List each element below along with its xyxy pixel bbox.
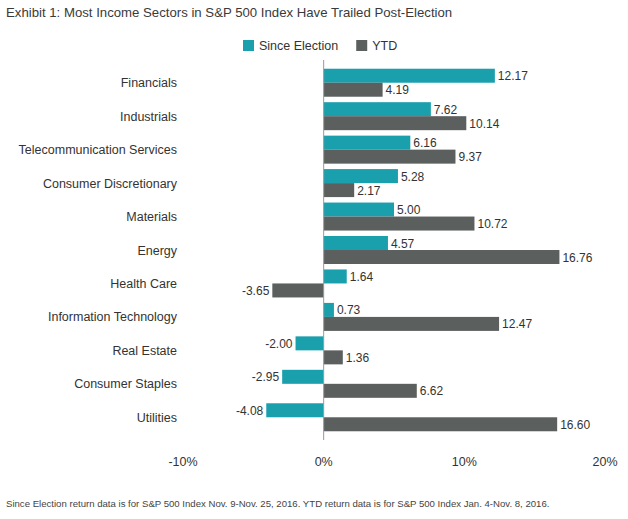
category-label: Financials — [121, 76, 177, 90]
category-label: Consumer Discretionary — [43, 177, 178, 191]
data-label: 9.37 — [458, 150, 482, 164]
data-label: -4.08 — [236, 404, 264, 418]
bar — [324, 317, 499, 331]
legend-swatch — [243, 40, 254, 51]
data-label: 5.28 — [401, 170, 425, 184]
bar — [324, 350, 343, 364]
x-ticks: -10% 0% 10% 20% — [168, 455, 617, 469]
category-label: Real Estate — [112, 344, 177, 358]
x-tick-label: 0% — [315, 455, 333, 469]
category-label: Energy — [137, 244, 177, 258]
legend-label: Since Election — [259, 39, 338, 53]
data-label: 4.57 — [391, 237, 415, 251]
title: Exhibit 1: Most Income Sectors in S&P 50… — [6, 5, 452, 20]
data-label: 1.36 — [346, 351, 370, 365]
bar — [296, 336, 324, 350]
data-label: 2.17 — [357, 184, 381, 198]
data-label: 12.17 — [498, 69, 528, 83]
category-label: Information Technology — [48, 310, 178, 324]
bar — [324, 217, 475, 231]
bar — [324, 150, 456, 164]
legend-item: Since Election — [243, 39, 338, 53]
category-label: Consumer Staples — [74, 377, 177, 391]
data-label: 10.14 — [469, 117, 499, 131]
bar — [324, 136, 411, 150]
category-label: Industrials — [120, 110, 177, 124]
x-tick-label: 20% — [592, 455, 617, 469]
data-label: 5.00 — [397, 203, 421, 217]
bars — [266, 69, 559, 432]
bar — [324, 384, 417, 398]
data-label: 16.60 — [560, 418, 590, 432]
data-label: 4.19 — [386, 83, 410, 97]
bar — [324, 183, 355, 197]
bar — [324, 116, 467, 130]
data-label: 16.76 — [562, 251, 592, 265]
bar — [324, 169, 398, 183]
data-label: -2.00 — [265, 337, 293, 351]
category-label: Utilities — [137, 411, 177, 425]
bar — [266, 403, 323, 417]
data-label: 12.47 — [502, 317, 532, 331]
bar — [324, 83, 383, 97]
legend-label: YTD — [372, 39, 397, 53]
footnote: Since Election return data is for S&P 50… — [6, 498, 549, 509]
bar — [324, 417, 558, 431]
data-label: 1.64 — [350, 270, 374, 284]
chart-container: Exhibit 1: Most Income Sectors in S&P 50… — [0, 0, 628, 519]
data-label: 6.62 — [420, 384, 444, 398]
data-labels: 12.17 4.19 7.62 10.14 6.16 9.37 5.28 2.17 5.00 10… — [236, 69, 593, 432]
data-label: 6.16 — [413, 136, 437, 150]
bar — [324, 269, 347, 283]
chart-svg: Exhibit 1: Most Income Sectors in S&P 50… — [0, 0, 628, 519]
x-tick-label: 10% — [452, 455, 477, 469]
bar — [324, 203, 394, 217]
bar — [324, 250, 560, 264]
category-label: Materials — [126, 210, 177, 224]
zero-line — [323, 60, 324, 440]
data-label: 10.72 — [477, 217, 507, 231]
category-label: Telecommunication Services — [19, 143, 177, 157]
category-label: Health Care — [110, 277, 177, 291]
legend-swatch — [356, 40, 367, 51]
bar — [272, 283, 323, 297]
legend: Since Election YTD — [243, 39, 397, 53]
data-label: 0.73 — [337, 303, 361, 317]
x-tick-label: -10% — [168, 455, 197, 469]
data-label: -2.95 — [252, 370, 280, 384]
bar — [324, 69, 495, 83]
bar — [324, 236, 388, 250]
bar — [324, 303, 334, 317]
category-labels: Financials Industrials Telecommunication S… — [19, 76, 178, 425]
bar — [324, 102, 431, 116]
data-label: -3.65 — [242, 284, 270, 298]
legend-item: YTD — [356, 39, 397, 53]
bar — [282, 370, 323, 384]
data-label: 7.62 — [434, 103, 458, 117]
